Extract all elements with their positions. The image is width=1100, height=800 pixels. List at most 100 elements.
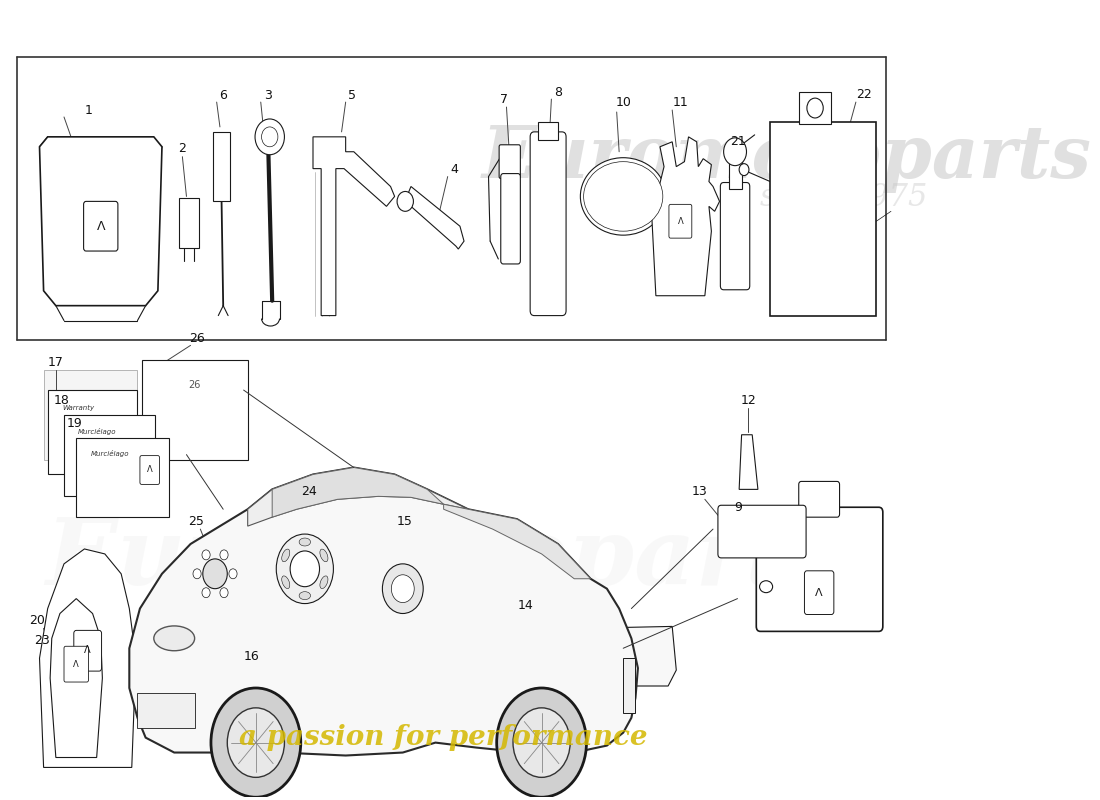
Bar xyxy=(138,693,195,728)
Text: 7: 7 xyxy=(500,93,508,106)
Text: Murciélago: Murciélago xyxy=(78,428,117,435)
Polygon shape xyxy=(51,598,102,758)
Circle shape xyxy=(211,688,300,798)
FancyBboxPatch shape xyxy=(140,456,159,485)
Text: 8: 8 xyxy=(554,86,562,98)
Polygon shape xyxy=(464,638,570,698)
Ellipse shape xyxy=(299,538,310,546)
Circle shape xyxy=(220,550,228,560)
FancyBboxPatch shape xyxy=(452,565,466,586)
Circle shape xyxy=(228,708,285,778)
FancyBboxPatch shape xyxy=(718,506,806,558)
Circle shape xyxy=(190,544,240,603)
Bar xyxy=(64,415,155,496)
Text: 2: 2 xyxy=(178,142,186,155)
Text: 15: 15 xyxy=(396,514,412,528)
Circle shape xyxy=(263,517,348,621)
Circle shape xyxy=(497,688,586,798)
Circle shape xyxy=(724,138,747,166)
Text: Λ: Λ xyxy=(815,588,823,598)
Bar xyxy=(76,438,168,517)
Bar xyxy=(47,390,138,474)
Bar xyxy=(770,122,877,315)
Circle shape xyxy=(513,708,570,778)
Text: Λ: Λ xyxy=(97,220,104,233)
Text: since 1975: since 1975 xyxy=(760,182,927,213)
Polygon shape xyxy=(40,137,162,306)
Text: 6: 6 xyxy=(219,89,227,102)
Text: 4: 4 xyxy=(450,163,459,176)
Bar xyxy=(503,177,518,261)
Circle shape xyxy=(392,574,415,602)
Text: 14: 14 xyxy=(517,599,534,612)
Circle shape xyxy=(276,534,333,603)
Circle shape xyxy=(202,588,210,598)
Text: 16: 16 xyxy=(244,650,260,662)
Circle shape xyxy=(255,119,285,154)
Ellipse shape xyxy=(282,576,289,589)
Text: 24: 24 xyxy=(301,485,317,498)
Text: 9: 9 xyxy=(735,501,743,514)
Ellipse shape xyxy=(154,626,195,650)
Bar xyxy=(370,551,436,626)
Text: 19: 19 xyxy=(67,418,82,430)
Ellipse shape xyxy=(760,581,772,593)
Circle shape xyxy=(807,98,823,118)
Text: 20: 20 xyxy=(29,614,45,627)
Text: 12: 12 xyxy=(740,394,756,406)
FancyBboxPatch shape xyxy=(757,507,883,631)
Polygon shape xyxy=(574,626,676,686)
Text: 21: 21 xyxy=(729,135,746,148)
FancyBboxPatch shape xyxy=(64,646,88,682)
Circle shape xyxy=(220,588,228,598)
Circle shape xyxy=(202,550,210,560)
Polygon shape xyxy=(739,434,758,490)
Text: Λ: Λ xyxy=(678,217,683,226)
FancyBboxPatch shape xyxy=(669,204,692,238)
Ellipse shape xyxy=(320,576,328,589)
Circle shape xyxy=(383,564,424,614)
Text: 17: 17 xyxy=(48,356,64,369)
FancyBboxPatch shape xyxy=(499,145,520,178)
Circle shape xyxy=(397,191,414,211)
Bar xyxy=(183,618,252,636)
Circle shape xyxy=(202,559,228,589)
Text: 23: 23 xyxy=(34,634,50,647)
Polygon shape xyxy=(407,186,464,249)
Circle shape xyxy=(229,569,238,578)
Bar xyxy=(799,92,832,124)
Polygon shape xyxy=(248,467,469,526)
Text: Murciélago: Murciélago xyxy=(91,450,130,457)
Bar xyxy=(44,370,138,459)
Polygon shape xyxy=(443,504,591,578)
Polygon shape xyxy=(314,137,395,315)
Text: 18: 18 xyxy=(54,394,69,406)
Text: 5: 5 xyxy=(349,89,356,102)
Text: 13: 13 xyxy=(691,485,707,498)
Text: 25: 25 xyxy=(188,514,205,528)
FancyBboxPatch shape xyxy=(530,132,566,315)
Polygon shape xyxy=(272,467,443,517)
Bar xyxy=(213,132,230,202)
Circle shape xyxy=(262,127,278,146)
Text: 11: 11 xyxy=(672,95,689,109)
Text: 26: 26 xyxy=(188,380,201,390)
Polygon shape xyxy=(652,137,719,296)
Ellipse shape xyxy=(581,158,667,235)
Bar xyxy=(728,162,741,190)
Bar xyxy=(179,198,199,248)
Text: Warranty: Warranty xyxy=(63,405,95,411)
FancyBboxPatch shape xyxy=(84,202,118,251)
Ellipse shape xyxy=(584,162,663,231)
FancyBboxPatch shape xyxy=(804,571,834,614)
Circle shape xyxy=(192,569,201,578)
Circle shape xyxy=(290,551,319,586)
Bar xyxy=(142,360,248,459)
Bar xyxy=(538,122,558,140)
Text: 1: 1 xyxy=(85,103,92,117)
Text: Λ: Λ xyxy=(146,465,153,474)
Text: Euromotoparts: Euromotoparts xyxy=(482,122,1091,193)
Ellipse shape xyxy=(320,549,328,562)
Text: Λ: Λ xyxy=(74,660,79,669)
Text: a passion for performance: a passion for performance xyxy=(240,724,648,751)
